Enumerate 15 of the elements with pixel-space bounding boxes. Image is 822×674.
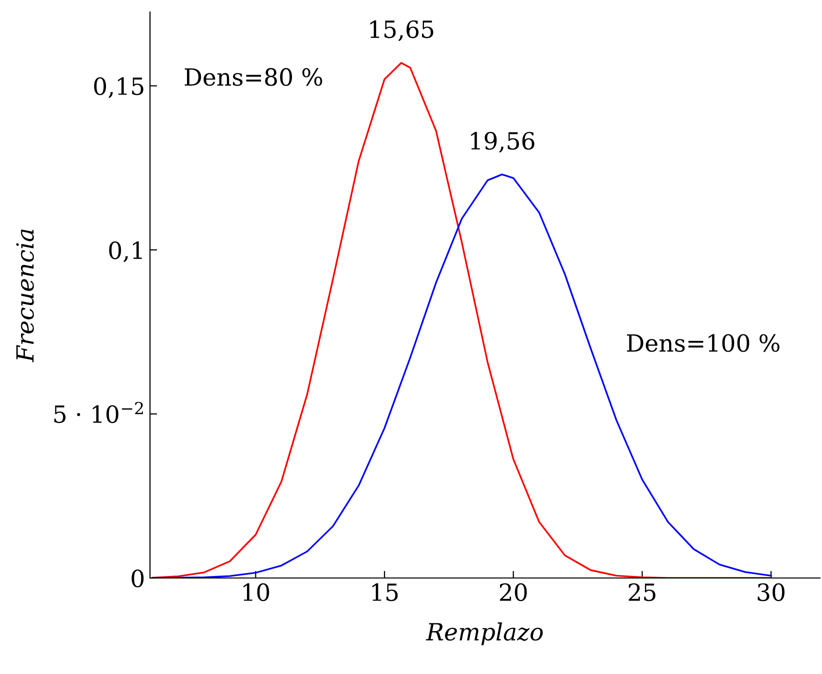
x-tick-label: 30 bbox=[758, 583, 784, 602]
text: Dens=80 % bbox=[184, 68, 322, 86]
x-tick-label: 25 bbox=[628, 583, 656, 602]
x-tick-label: 15 bbox=[372, 583, 398, 602]
x-tick-label: 20 bbox=[500, 583, 527, 602]
x-axis-title: Remplazo bbox=[426, 622, 543, 646]
x-tick-label: 10 bbox=[244, 583, 270, 602]
y-axis-title: Frecuencia bbox=[16, 230, 34, 362]
y-tick-label: 0,15 bbox=[94, 77, 144, 98]
y-tick-label: 5 · 10$^{−2}$ bbox=[54, 402, 143, 424]
y-tick-label: 0,1 bbox=[109, 241, 142, 262]
y-tick-label: 0 bbox=[132, 569, 144, 588]
annotation: 15,65 bbox=[370, 20, 434, 42]
annotation: 19,56 bbox=[471, 132, 534, 153]
series-label: Dens=100 % bbox=[627, 334, 780, 352]
